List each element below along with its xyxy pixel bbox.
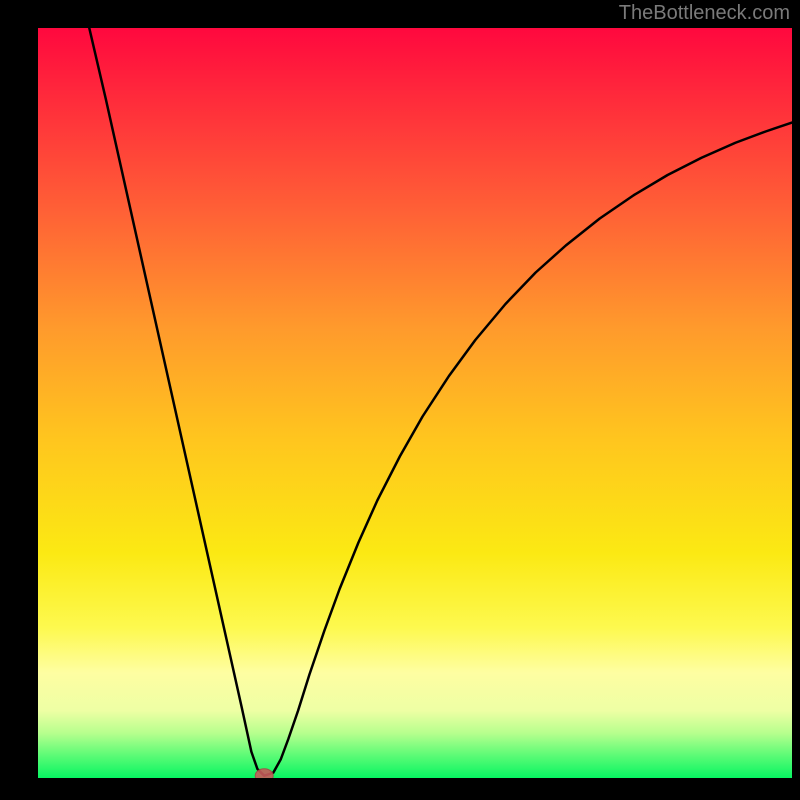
optimal-point-marker [255, 769, 273, 778]
plot-area [38, 28, 792, 778]
chart-container: TheBottleneck.com [0, 0, 800, 800]
curve-layer [38, 28, 792, 778]
bottleneck-curve [89, 28, 792, 776]
watermark-text: TheBottleneck.com [619, 2, 790, 25]
